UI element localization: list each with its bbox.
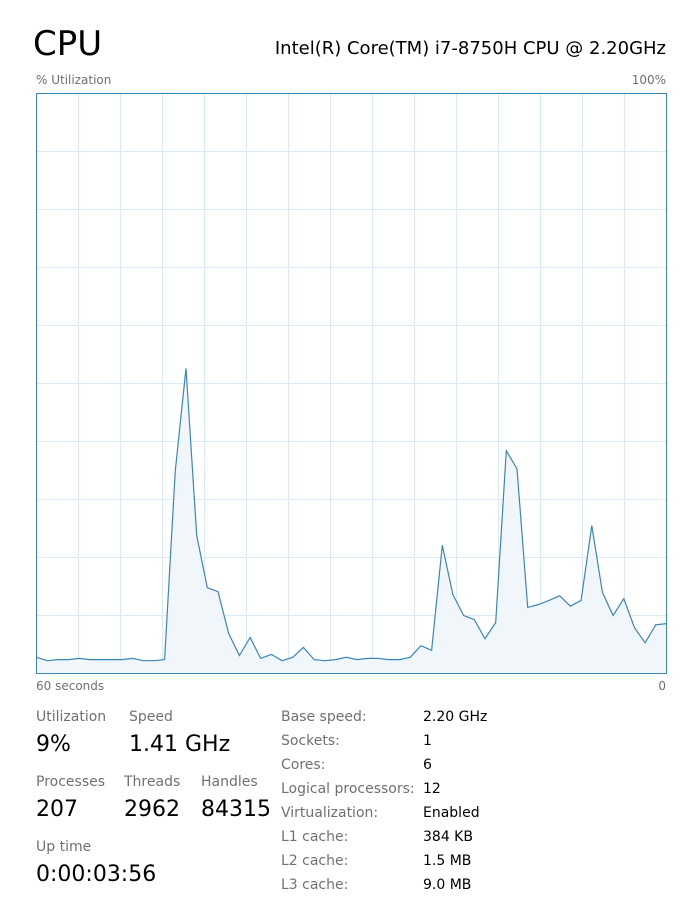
x-right-label: 0	[658, 679, 666, 693]
spec-value: Enabled	[423, 805, 480, 821]
stat-label: Utilization	[36, 709, 107, 725]
spec-value: 6	[423, 757, 432, 773]
line	[36, 368, 667, 662]
spec-label: Sockets:	[281, 733, 340, 749]
title: CPU	[33, 24, 103, 64]
stat-value: 0:00:03:56	[36, 862, 157, 887]
spec-label: L1 cache:	[281, 829, 349, 845]
spec-label: Base speed:	[281, 709, 367, 725]
x-left-label: 60 seconds	[36, 679, 105, 693]
spec-label: Logical processors:	[281, 781, 415, 797]
spec-label: L2 cache:	[281, 853, 349, 869]
processor-name: Intel(R) Core(TM) i7-8750H CPU @ 2.20GHz	[274, 38, 666, 59]
stat-value: 207	[36, 797, 78, 822]
stat-value: 84315	[201, 797, 271, 822]
y-axis-label: % Utilization	[36, 73, 112, 87]
spec-label: Virtualization:	[281, 805, 379, 821]
stat-label: Threads	[124, 774, 181, 790]
plot-border	[36, 93, 667, 674]
spec-label: Cores:	[281, 757, 326, 773]
spec-value: 1	[423, 733, 432, 749]
stat-value: 1.41 GHz	[129, 732, 231, 757]
stat-label: Handles	[201, 774, 258, 790]
area	[36, 368, 667, 674]
graph	[36, 93, 667, 674]
spec-value: 1.5 MB	[423, 853, 472, 869]
y-max-label: 100%	[631, 73, 666, 87]
spec-value: 9.0 MB	[423, 877, 472, 893]
spec-value: 12	[423, 781, 441, 797]
spec-value: 2.20 GHz	[423, 709, 488, 725]
stat-value: 9%	[36, 732, 71, 757]
spec-label: L3 cache:	[281, 877, 349, 893]
stat-label: Speed	[129, 709, 173, 725]
spec-value: 384 KB	[423, 829, 473, 845]
stat-label: Processes	[36, 774, 106, 790]
stat-label: Up time	[36, 839, 92, 855]
stat-value: 2962	[124, 797, 180, 822]
